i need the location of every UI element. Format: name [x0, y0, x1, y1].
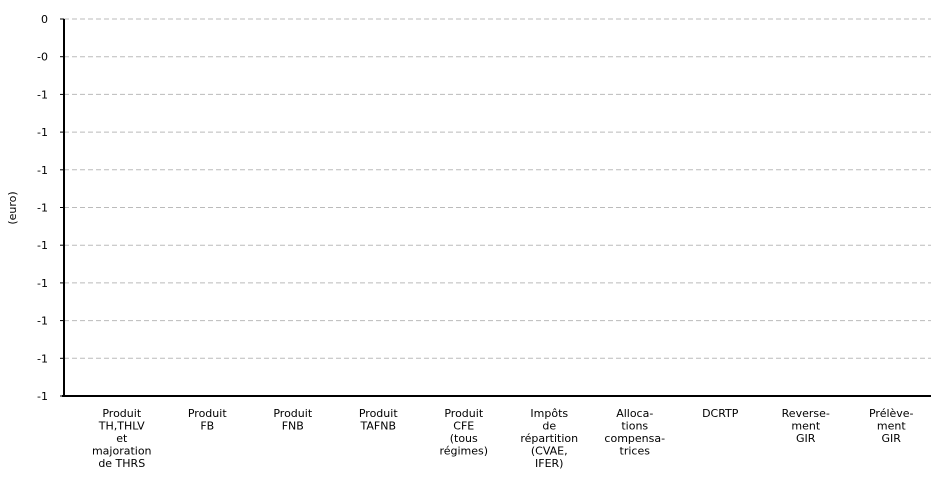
y-tick-label: -1: [37, 164, 48, 177]
x-tick-label-line: régimes): [439, 445, 488, 458]
x-tick-label-line: majoration: [92, 445, 152, 458]
y-tick-label: 0: [41, 13, 48, 26]
x-tick-label-line: ment: [877, 420, 906, 433]
y-tick-label: -1: [37, 352, 48, 365]
x-tick-label: Produit CFE (tous régimes): [439, 407, 488, 458]
x-tick-label-line: TAFNB: [360, 420, 397, 433]
x-tick-label-line: Produit: [359, 407, 398, 420]
y-tick-label: -0: [37, 51, 48, 64]
x-tick-label: Prélève-ment GIR: [869, 407, 914, 445]
x-tick-label: Reverse-ment GIR: [782, 407, 830, 445]
y-tick-label: -1: [37, 126, 48, 139]
y-tick-label: -1: [37, 277, 48, 290]
x-tick-label: Alloca-tions compensa-trices: [604, 407, 665, 458]
x-tick-label-line: de THRS: [98, 457, 145, 470]
x-tick-label-line: ment: [791, 420, 820, 433]
x-tick-label: Produit TH,THLV et majoration de THRS: [92, 407, 152, 470]
x-tick-label: Produit TAFNB: [359, 407, 398, 433]
y-tick-label: -1: [37, 315, 48, 328]
y-tick-label: -1: [37, 88, 48, 101]
x-tick-label-line: (tous: [450, 432, 478, 445]
x-tick-label-line: Impôts: [530, 407, 568, 420]
y-tick-label: -1: [37, 390, 48, 403]
y-tick-label: -1: [37, 239, 48, 252]
x-tick-label-line: et: [116, 432, 128, 445]
x-tick-labels: Produit TH,THLV et majoration de THRSProduit…: [92, 407, 914, 470]
x-tick-label: Produit FNB: [273, 407, 312, 433]
x-tick-label-line: Alloca-: [616, 407, 653, 420]
x-tick-label-line: de: [542, 420, 556, 433]
grid-layer: [64, 18, 931, 359]
x-tick-label-line: FB: [200, 420, 214, 433]
x-tick-label: Impôts de répartition (CVAE, IFER): [520, 407, 578, 470]
x-tick-label-line: trices: [620, 445, 651, 458]
x-tick-label-line: Prélève-: [869, 407, 914, 420]
x-tick-label-line: CFE: [453, 420, 474, 433]
x-tick-label: DCRTP: [702, 407, 739, 420]
x-tick-label-line: DCRTP: [702, 407, 739, 420]
x-tick-label: Produit FB: [188, 407, 227, 433]
y-tick-label: -1: [37, 202, 48, 215]
x-tick-label-line: Produit: [444, 407, 483, 420]
x-tick-label-line: Produit: [102, 407, 141, 420]
x-tick-label-line: IFER): [535, 457, 563, 470]
x-tick-label-line: (CVAE,: [531, 445, 568, 458]
x-tick-label-line: TH,THLV: [98, 420, 145, 433]
x-tick-label-line: FNB: [282, 420, 304, 433]
x-tick-label-line: Reverse-: [782, 407, 830, 420]
x-tick-label-line: compensa-: [604, 432, 665, 445]
x-tick-label-line: répartition: [520, 432, 578, 445]
y-tick-labels: 0 -0 -1 -1 -1 -1 -1 -1 -1 -1 -1: [37, 13, 64, 403]
x-tick-label-line: Produit: [188, 407, 227, 420]
x-tick-label-line: Produit: [273, 407, 312, 420]
x-tick-label-line: GIR: [796, 432, 816, 445]
x-tick-label-line: tions: [621, 420, 648, 433]
x-tick-label-line: GIR: [882, 432, 902, 445]
y-axis-label: (euro): [6, 191, 19, 224]
